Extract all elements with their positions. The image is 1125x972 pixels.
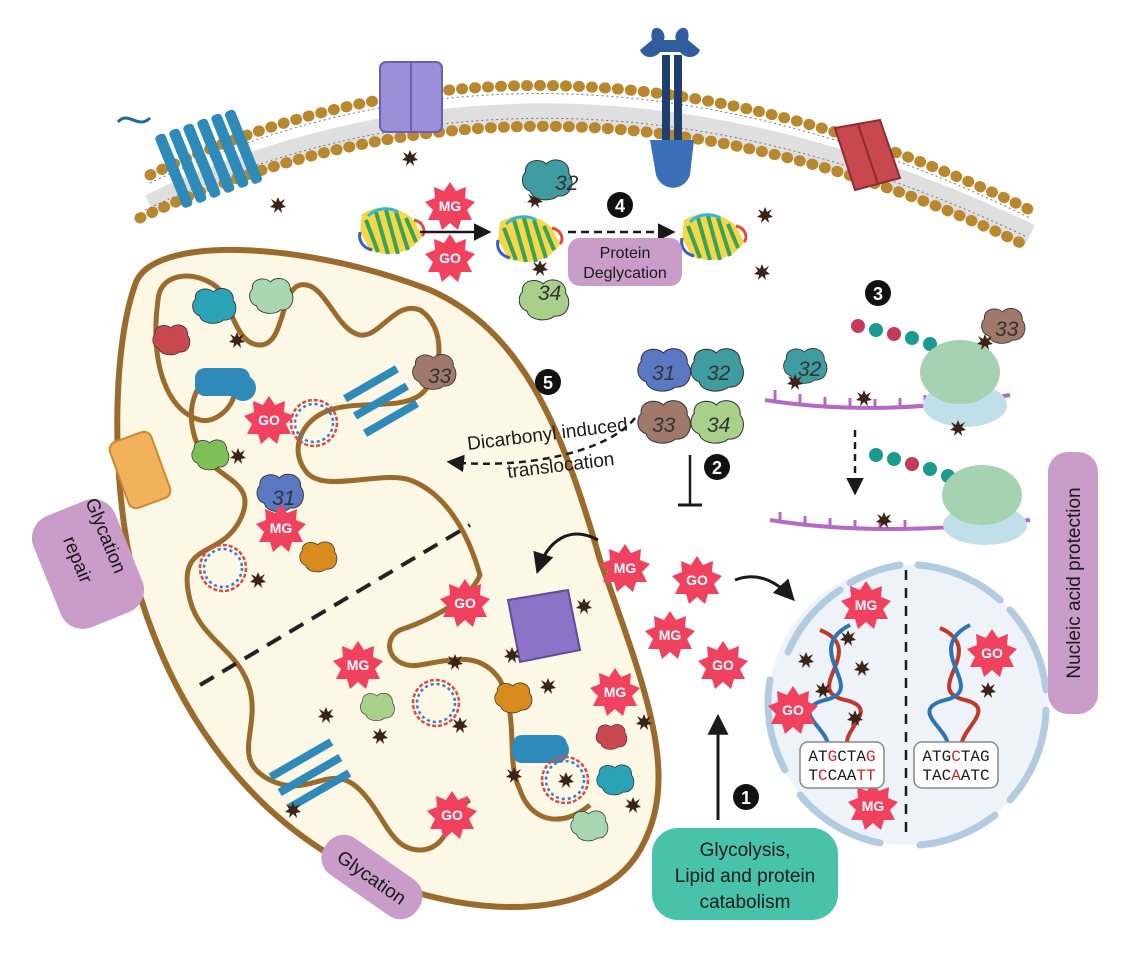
svg-text:MG: MG: [862, 798, 885, 814]
damaged-seq-top: ATGCTAG: [808, 748, 875, 766]
svg-text:Lipid and protein: Lipid and protein: [675, 866, 816, 887]
svg-text:Glycolysis,: Glycolysis,: [700, 840, 791, 861]
protein-34-label: 34: [538, 282, 561, 305]
svg-text:MG: MG: [659, 627, 682, 643]
glycolysis-label: Glycolysis, Lipid and protein catabolism: [652, 828, 838, 920]
nucleus: MG GO MG GO ATGCTAG TCCAATT ATGCTAG TACA…: [764, 561, 1050, 849]
damaged-seq-bottom: TCCAATT: [808, 767, 875, 785]
channel-protein-red: [833, 118, 902, 192]
step-5-marker: 5: [535, 369, 561, 395]
protein-33-mito-label: 33: [428, 365, 452, 388]
mitochondrion: [114, 246, 662, 910]
svg-text:5: 5: [543, 373, 553, 393]
svg-text:GO: GO: [782, 702, 804, 718]
glycation-reaction: MG GO 32 34: [357, 159, 773, 321]
svg-text:31: 31: [652, 362, 675, 385]
mg-label: MG: [439, 198, 462, 214]
svg-text:1: 1: [741, 788, 751, 808]
svg-text:33: 33: [995, 318, 1019, 341]
svg-text:Nucleic acid protection: Nucleic acid protection: [1064, 487, 1085, 678]
svg-text:MG: MG: [270, 520, 293, 536]
go-label: GO: [439, 250, 461, 266]
protein-32-label: 32: [555, 172, 579, 195]
svg-text:33: 33: [652, 414, 676, 437]
svg-text:Protein: Protein: [600, 245, 651, 262]
svg-text:MG: MG: [604, 684, 627, 700]
step-4-marker: 4: [607, 192, 633, 218]
svg-text:GO: GO: [686, 572, 708, 588]
protein-31-mito-label: 31: [272, 487, 295, 510]
svg-text:MG: MG: [855, 597, 878, 613]
mito-contents: GO 31 MG GO MG MG GO: [108, 277, 652, 842]
protein-deglycation-label: Protein Deglycation: [568, 238, 682, 286]
svg-text:GO: GO: [454, 595, 476, 611]
gpcr-receptor: [116, 109, 286, 213]
svg-text:GO: GO: [981, 645, 1003, 661]
intact-seq-bottom: TACAATC: [922, 767, 989, 785]
svg-text:32: 32: [798, 358, 822, 381]
receptor-dimer-blue: [640, 27, 700, 188]
svg-text:GO: GO: [441, 807, 463, 823]
step-1-marker: 1: [733, 784, 759, 810]
svg-text:4: 4: [615, 196, 625, 216]
rna-translation: 3 33 32: [764, 280, 1031, 545]
inhibition-arrow: 2: [678, 454, 730, 507]
intact-seq-top: ATGCTAG: [922, 748, 989, 766]
svg-text:GO: GO: [712, 657, 734, 673]
svg-text:32: 32: [707, 362, 731, 385]
nucleic-acid-protection-label: Nucleic acid protection: [1048, 452, 1098, 714]
svg-text:GO: GO: [258, 412, 280, 428]
svg-text:MG: MG: [614, 560, 637, 576]
step-2-marker: 2: [712, 458, 722, 478]
free-dicarbonyls: MG GO MG GO: [533, 532, 795, 820]
protein-complex-31-34: 31 32 33 34: [637, 348, 744, 444]
svg-text:MG: MG: [347, 657, 370, 673]
svg-text:Deglycation: Deglycation: [583, 265, 667, 282]
channel-protein-purple: [379, 61, 443, 166]
step-3-marker: 3: [873, 284, 883, 304]
svg-text:catabolism: catabolism: [700, 892, 791, 913]
svg-text:34: 34: [707, 414, 730, 437]
